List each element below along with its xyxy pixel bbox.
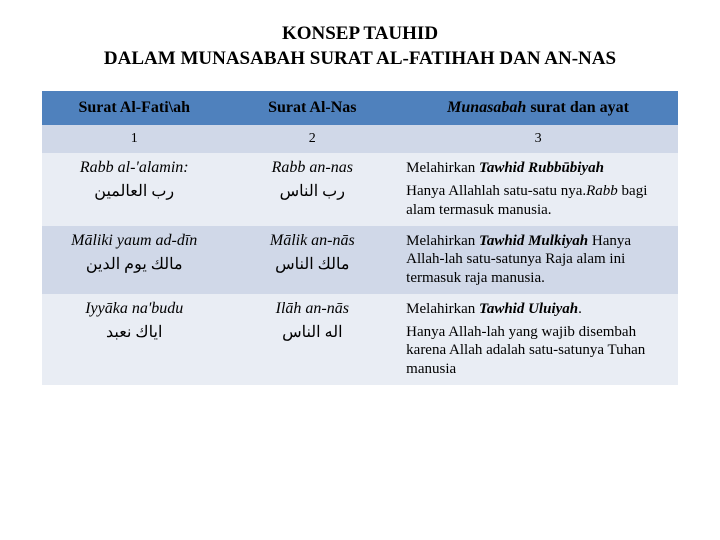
col-header-2: Surat Al-Nas (226, 91, 398, 125)
desc-rest: Hanya Allah-lah yang wajib disembah kare… (406, 323, 670, 379)
desc-lead-pre: Melahirkan (406, 301, 479, 317)
col-header-3-rest: surat dan ayat (526, 99, 629, 116)
desc-rest-italic: Rabb (586, 183, 618, 199)
arabic-text: مالك الناس (234, 254, 390, 274)
cell-fatihah: Rabb al-'alamin: رب العالمين (42, 153, 226, 225)
arabic-text: رب الناس (234, 181, 390, 201)
cell-fatihah: Iyyāka na'budu اياك نعبد (42, 294, 226, 385)
col-num-1: 1 (42, 125, 226, 153)
col-num-3: 3 (398, 125, 678, 153)
col-header-1: Surat Al-Fati\ah (42, 91, 226, 125)
latin-text: Mālik an-nās (234, 232, 390, 250)
cell-fatihah: Māliki yaum ad-dīn مالك يوم الدين (42, 226, 226, 294)
arabic-text: اياك نعبد (50, 322, 218, 342)
desc-lead-pre: Melahirkan (406, 160, 479, 176)
cell-nas: Rabb an-nas رب الناس (226, 153, 398, 225)
desc-lead-post: . (578, 301, 582, 317)
arabic-text: اله الناس (234, 322, 390, 342)
table-number-row: 1 2 3 (42, 125, 678, 153)
title-line-2: DALAM MUNASABAH SURAT AL-FATIHAH DAN AN-… (104, 48, 616, 69)
cell-munasabah: Melahirkan Tawhid Rubbūbiyah Hanya Allah… (398, 153, 678, 225)
cell-munasabah: Melahirkan Tawhid Mulkiyah Hanya Allah-l… (398, 226, 678, 294)
col-header-3-italic: Munasabah (447, 99, 526, 116)
cell-nas: Ilāh an-nās اله الناس (226, 294, 398, 385)
desc-lead-bold: Tawhid Uluiyah (479, 301, 578, 317)
munasabah-table: Surat Al-Fati\ah Surat Al-Nas Munasabah … (42, 91, 678, 385)
table-row: Iyyāka na'budu اياك نعبد Ilāh an-nās اله… (42, 294, 678, 385)
table-header-row: Surat Al-Fati\ah Surat Al-Nas Munasabah … (42, 91, 678, 125)
arabic-text: مالك يوم الدين (50, 254, 218, 274)
desc-lead-bold: Tawhid Mulkiyah (479, 233, 588, 249)
cell-munasabah: Melahirkan Tawhid Uluiyah. Hanya Allah-l… (398, 294, 678, 385)
desc-lead-bold: Tawhid Rubbūbiyah (479, 160, 604, 176)
latin-text: Ilāh an-nās (234, 300, 390, 318)
page-title: KONSEP TAUHID DALAM MUNASABAH SURAT AL-F… (42, 22, 678, 71)
title-line-1: KONSEP TAUHID (282, 23, 438, 44)
desc-lead-pre: Melahirkan (406, 233, 479, 249)
col-num-2: 2 (226, 125, 398, 153)
col-header-3: Munasabah surat dan ayat (398, 91, 678, 125)
desc-rest-pre: Hanya Allahlah satu-satu nya. (406, 183, 586, 199)
latin-text: Rabb an-nas (234, 159, 390, 177)
table-row: Rabb al-'alamin: رب العالمين Rabb an-nas… (42, 153, 678, 225)
latin-text: Iyyāka na'budu (50, 300, 218, 318)
arabic-text: رب العالمين (50, 181, 218, 201)
latin-text: Rabb al-'alamin: (50, 159, 218, 177)
slide: KONSEP TAUHID DALAM MUNASABAH SURAT AL-F… (0, 0, 720, 540)
cell-nas: Mālik an-nās مالك الناس (226, 226, 398, 294)
latin-text: Māliki yaum ad-dīn (50, 232, 218, 250)
table-row: Māliki yaum ad-dīn مالك يوم الدين Mālik … (42, 226, 678, 294)
